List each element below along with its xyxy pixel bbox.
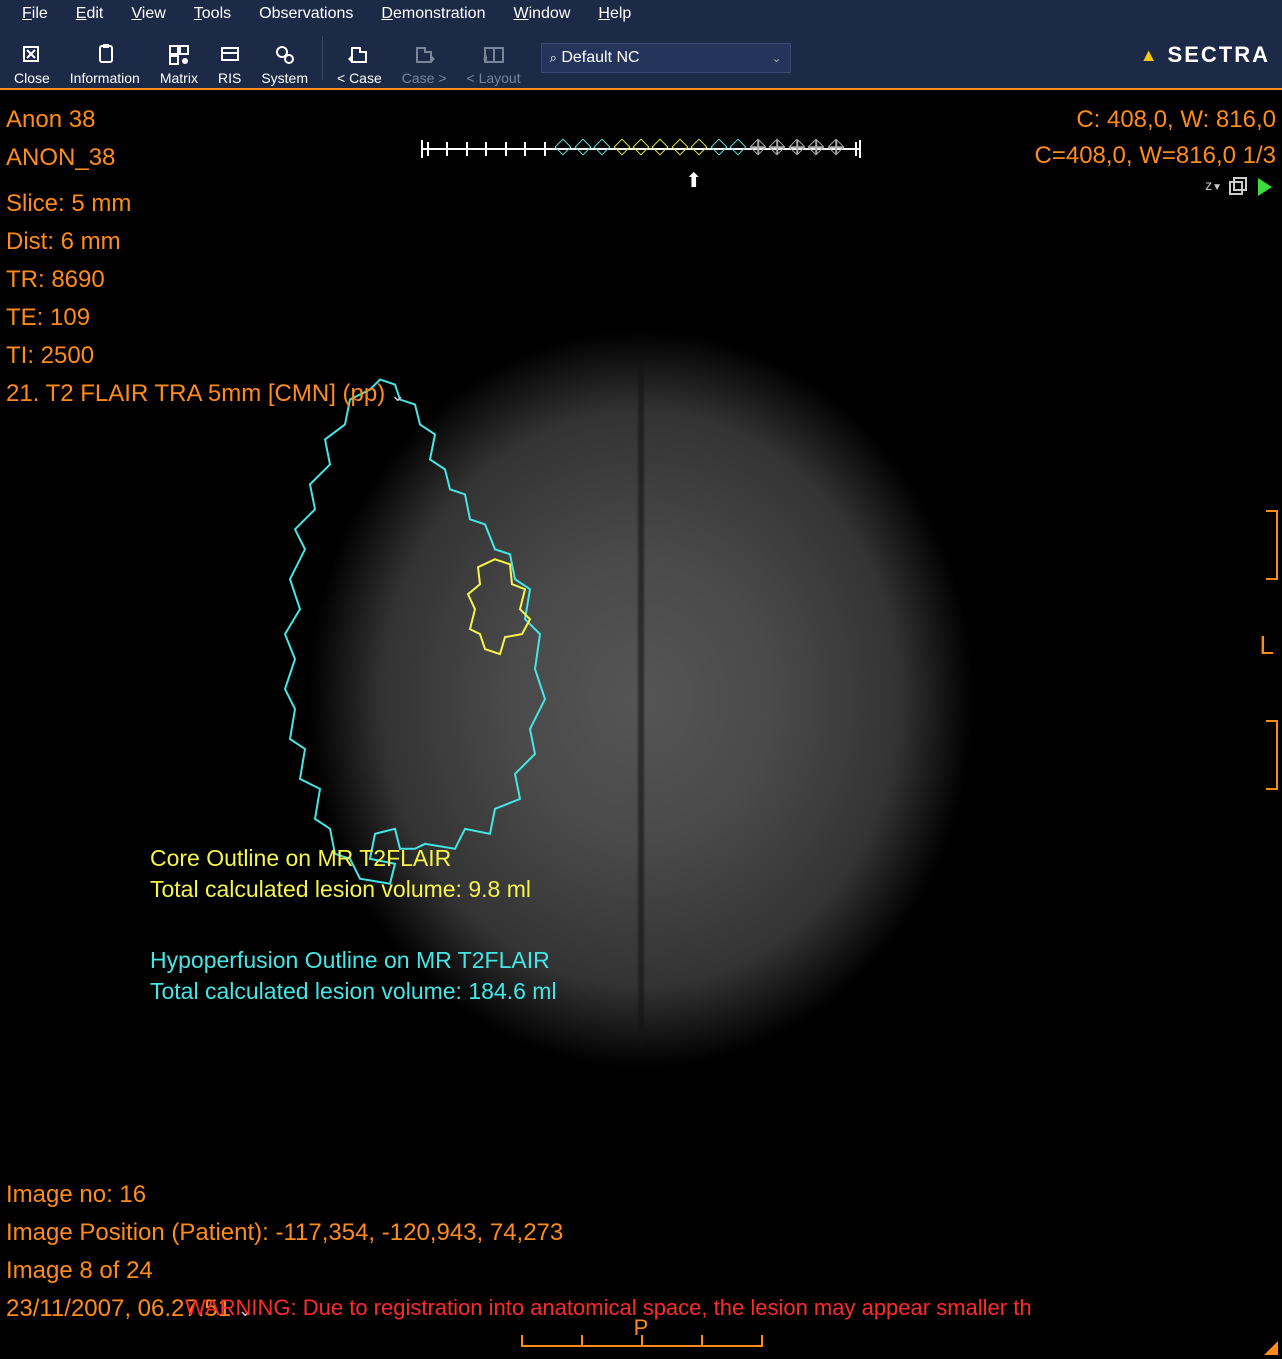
- core-volume: Total calculated lesion volume: 9.8 ml: [150, 874, 531, 905]
- information-button[interactable]: Information: [60, 30, 150, 86]
- menu-help[interactable]: Help: [584, 3, 645, 25]
- warning-icon: ▲: [1140, 45, 1158, 66]
- overlay-top-left-6: TI: 2500: [6, 342, 94, 370]
- overlay-top-left-3: Dist: 6 mm: [6, 228, 121, 256]
- menu-observations[interactable]: Observations: [245, 3, 367, 25]
- overlay-top-left-5: TE: 109: [6, 304, 90, 332]
- system-button-label: System: [261, 70, 308, 86]
- ris-button-label: RIS: [218, 70, 241, 86]
- window-level-1: C: 408,0, W: 816,0: [1076, 106, 1276, 134]
- menu-file[interactable]: File: [8, 3, 62, 25]
- hypo-lesion-info: Hypoperfusion Outline on MR T2FLAIR Tota…: [150, 945, 557, 1007]
- hypo-title: Hypoperfusion Outline on MR T2FLAIR: [150, 945, 557, 976]
- resize-handle-icon[interactable]: [1264, 1341, 1278, 1355]
- image-position: Image Position (Patient): -117,354, -120…: [6, 1219, 563, 1247]
- prev-case-button[interactable]: < Case: [327, 30, 392, 86]
- prev-layout-button: < Layout: [457, 30, 531, 86]
- overlay-top-left-2: Slice: 5 mm: [6, 190, 131, 218]
- hanging-protocol-select[interactable]: ⌕ Default NC ⌄: [541, 43, 791, 73]
- close-button-label: Close: [14, 70, 50, 86]
- system-button[interactable]: System: [251, 30, 318, 86]
- menu-demonstration[interactable]: Demonstration: [367, 3, 499, 25]
- system-button-icon: [274, 42, 296, 68]
- brand-area: ▲ SECTRA: [1140, 42, 1270, 68]
- ris-button[interactable]: RIS: [208, 30, 251, 86]
- brand-logo: SECTRA: [1168, 42, 1270, 68]
- menu-bar: FileEditViewToolsObservationsDemonstrati…: [0, 0, 1282, 28]
- information-button-label: Information: [70, 70, 140, 86]
- matrix-button-label: Matrix: [160, 70, 198, 86]
- orientation-bottom-ruler: P: [521, 1329, 761, 1353]
- close-button[interactable]: Close: [4, 30, 60, 86]
- core-lesion-info: Core Outline on MR T2FLAIR Total calcula…: [150, 843, 531, 905]
- next-case-button: Case >: [392, 30, 457, 86]
- toolbar-separator: [322, 36, 323, 80]
- viewport-action-icons: z▼: [1205, 176, 1274, 198]
- play-icon[interactable]: [1256, 176, 1274, 198]
- menu-tools[interactable]: Tools: [180, 3, 245, 25]
- series-timeline[interactable]: ⬆: [421, 138, 861, 172]
- timeline-current-icon: ⬆: [685, 168, 702, 193]
- image-viewport[interactable]: Anon 38 ANON_38 Slice: 5 mm Dist: 6 mm TR: 8…: [0, 88, 1282, 1359]
- next-case-button-icon: [413, 42, 435, 68]
- orientation-right-label: L: [1260, 630, 1274, 661]
- sort-z-icon[interactable]: z▼: [1205, 177, 1222, 193]
- overlay-top-left-1: ANON_38: [6, 144, 115, 172]
- stack-icon[interactable]: [1228, 176, 1250, 198]
- ris-button-icon: [219, 42, 241, 68]
- menu-view[interactable]: View: [117, 3, 179, 25]
- close-button-icon: [21, 42, 43, 68]
- image-number: Image no: 16: [6, 1181, 146, 1209]
- chevron-down-icon: ⌄: [772, 51, 782, 65]
- combo-value: Default NC: [561, 49, 639, 66]
- prev-layout-button-icon: [483, 42, 505, 68]
- menu-edit[interactable]: Edit: [62, 3, 118, 25]
- overlay-top-left-7: 21. T2 FLAIR TRA 5mm [CMN] (pp) ⌄: [6, 380, 405, 408]
- information-button-icon: [94, 42, 116, 68]
- overlay-top-left-0: Anon 38: [6, 106, 95, 134]
- window-level-2: C=408,0, W=816,0 1/3: [1035, 142, 1277, 170]
- image-counter: Image 8 of 24: [6, 1257, 153, 1285]
- chevron-down-icon[interactable]: ⌄: [385, 385, 405, 405]
- next-case-button-label: Case >: [402, 70, 447, 86]
- prev-case-button-label: < Case: [337, 70, 382, 86]
- search-icon: ⌕: [550, 50, 557, 65]
- prev-layout-button-label: < Layout: [467, 70, 521, 86]
- core-title: Core Outline on MR T2FLAIR: [150, 843, 531, 874]
- prev-case-button-icon: [348, 42, 370, 68]
- registration-warning: WARNING: Due to registration into anatom…: [185, 1295, 1032, 1321]
- toolbar: Close Information Matrix RIS System < Case Cas…: [0, 28, 1282, 88]
- matrix-button[interactable]: Matrix: [150, 30, 208, 86]
- overlay-top-left-4: TR: 8690: [6, 266, 105, 294]
- hypo-volume: Total calculated lesion volume: 184.6 ml: [150, 976, 557, 1007]
- menu-window[interactable]: Window: [499, 3, 584, 25]
- matrix-button-icon: [168, 42, 190, 68]
